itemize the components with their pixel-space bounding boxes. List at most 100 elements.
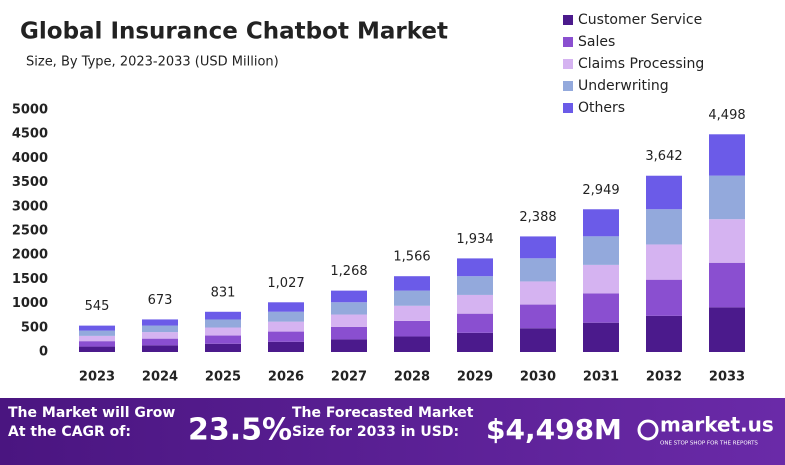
bar-segment — [331, 302, 367, 315]
y-tick-label: 3500 — [12, 175, 48, 190]
x-tick-label: 2025 — [205, 370, 241, 385]
bar-segment — [583, 264, 619, 294]
bar-segment — [646, 244, 682, 280]
bar-segment — [394, 305, 430, 321]
bar-segment — [142, 338, 178, 346]
legend-swatch — [563, 81, 573, 91]
brand-tagline: ONE STOP SHOP FOR THE REPORTS — [660, 441, 758, 447]
bar-segment — [520, 281, 556, 305]
x-tick-label: 2027 — [331, 370, 367, 385]
y-tick-label: 2000 — [12, 248, 48, 263]
y-tick-label: 1000 — [12, 296, 48, 311]
banner-forecast-text: The Forecasted Market Size for 2033 in U… — [292, 405, 474, 440]
bar-segment — [583, 322, 619, 352]
bar-segment — [646, 209, 682, 245]
bar-segment — [205, 335, 241, 344]
total-label: 1,934 — [456, 232, 493, 247]
total-label: 831 — [211, 285, 236, 300]
bar-segment — [331, 326, 367, 340]
bar-segment — [520, 236, 556, 259]
x-tick-label: 2028 — [394, 370, 430, 385]
bar-segment — [268, 321, 304, 332]
legend-swatch — [563, 103, 573, 113]
bar-segment — [520, 328, 556, 352]
bar-segment — [331, 339, 367, 352]
x-tick-label: 2033 — [709, 370, 745, 385]
x-tick-label: 2032 — [646, 370, 682, 385]
bar-segment — [520, 304, 556, 329]
bar-segment — [457, 258, 493, 277]
bar-segment — [142, 319, 178, 326]
bar-segment — [142, 332, 178, 339]
bar-segment — [268, 341, 304, 352]
legend-label: Claims Processing — [578, 56, 704, 72]
bar-segment — [142, 345, 178, 352]
bar-segment — [205, 319, 241, 328]
total-label: 2,388 — [519, 210, 556, 225]
bar-segment — [394, 320, 430, 337]
bar-segment — [457, 276, 493, 295]
legend-label: Customer Service — [578, 12, 702, 28]
bar-segment — [646, 175, 682, 210]
legend-swatch — [563, 37, 573, 47]
y-tick-label: 1500 — [12, 272, 48, 287]
bar-segment — [457, 332, 493, 352]
bar-segment — [331, 290, 367, 303]
banner-cagr-text: The Market will Grow At the CAGR of: — [8, 405, 176, 440]
x-tick-label: 2024 — [142, 370, 178, 385]
total-label: 1,027 — [267, 276, 304, 291]
bar-segment — [583, 236, 619, 265]
y-tick-label: 3000 — [12, 199, 48, 214]
chart-title: Global Insurance Chatbot Market — [20, 19, 448, 45]
bar-segment — [394, 336, 430, 352]
y-tick-label: 5000 — [12, 103, 48, 118]
bar-segment — [709, 134, 745, 176]
brand: market.us — [660, 413, 774, 437]
legend-swatch — [563, 15, 573, 25]
legend-label: Underwriting — [578, 78, 669, 94]
bar-segment — [79, 335, 115, 342]
bar-segment — [268, 331, 304, 342]
bar-segment — [142, 325, 178, 333]
bar-segment — [79, 325, 115, 331]
bar-segment — [205, 327, 241, 336]
bar-segment — [205, 343, 241, 352]
total-label: 2,949 — [582, 183, 619, 198]
bar-segment — [709, 262, 745, 308]
y-tick-label: 0 — [39, 345, 48, 360]
bar-segment — [394, 290, 430, 306]
x-tick-label: 2030 — [520, 370, 556, 385]
bar-segment — [457, 294, 493, 314]
bar-segment — [646, 315, 682, 352]
total-label: 673 — [148, 293, 173, 308]
brand-logo — [637, 419, 659, 441]
bar-segment — [331, 314, 367, 327]
total-label: 545 — [85, 299, 110, 314]
banner-forecast-text-box: The Forecasted Market Size for 2033 in U… — [292, 405, 474, 440]
total-label: 4,498 — [708, 108, 745, 123]
total-label: 3,642 — [645, 149, 682, 164]
total-label: 1,268 — [330, 264, 367, 279]
banner-forecast: $4,498M — [486, 413, 622, 446]
y-tick-label: 4500 — [12, 127, 48, 142]
bar-segment — [268, 302, 304, 312]
bar-segment — [79, 330, 115, 336]
bar-segment — [583, 209, 619, 237]
bar-segment — [205, 311, 241, 320]
x-tick-label: 2031 — [583, 370, 619, 385]
legend-label: Sales — [578, 34, 615, 50]
total-label: 1,566 — [393, 250, 430, 265]
bar-segment — [709, 219, 745, 263]
banner — [0, 398, 785, 465]
legend-label: Others — [578, 100, 625, 116]
x-tick-label: 2029 — [457, 370, 493, 385]
banner-cagr: 23.5% — [188, 413, 292, 448]
legend-swatch — [563, 59, 573, 69]
bar-segment — [646, 279, 682, 316]
y-tick-label: 500 — [21, 320, 48, 335]
x-tick-label: 2026 — [268, 370, 304, 385]
bar-segment — [457, 313, 493, 333]
bar-segment — [79, 346, 115, 352]
bar-segment — [268, 311, 304, 322]
